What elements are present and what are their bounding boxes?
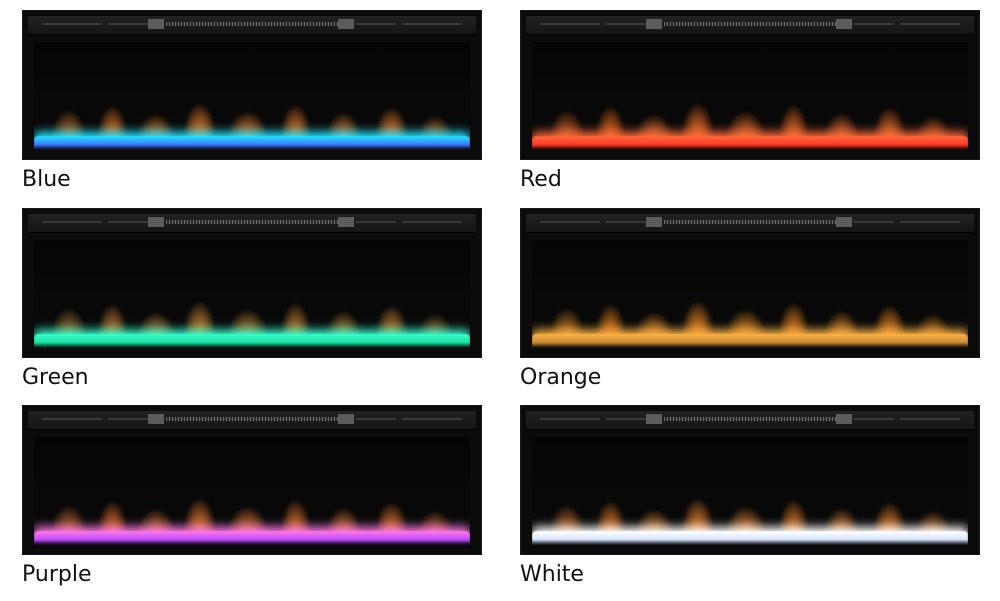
vent-grille [166,417,338,421]
ember-bed [34,531,470,545]
fireplace-tile-white: White [520,405,980,595]
color-caption: Red [520,167,562,192]
flames [34,84,470,142]
fireplace-image [520,208,980,358]
fireplace-image [520,10,980,160]
fireplace-tile-orange: Orange [520,208,980,398]
color-caption: Orange [520,365,602,390]
firebox [34,42,470,150]
fireplace-tile-red: Red [520,10,980,200]
fireplace-top-trim [526,214,974,233]
flames [34,479,470,537]
ember-bed [34,334,470,348]
firebox [34,240,470,348]
color-caption: Green [22,365,89,390]
vent-grille [166,220,338,224]
color-caption: Purple [22,562,92,587]
fireplace-top-trim [526,411,974,430]
ember-bed [532,334,968,348]
ember-bed [532,136,968,150]
vent-grille [664,220,836,224]
vent-grille [664,22,836,26]
fireplace-top-trim [28,16,476,35]
flames [34,282,470,340]
firebox [34,437,470,545]
fireplace-image [22,405,482,555]
color-caption: Blue [22,167,71,192]
flames [532,479,968,537]
firebox [532,42,968,150]
fireplace-image [520,405,980,555]
ember-bed [532,531,968,545]
ember-bed [34,136,470,150]
fireplace-top-trim [28,214,476,233]
fireplace-image [22,208,482,358]
flames [532,84,968,142]
fireplace-top-trim [28,411,476,430]
fireplace-top-trim [526,16,974,35]
firebox [532,437,968,545]
firebox [532,240,968,348]
vent-grille [166,22,338,26]
color-caption: White [520,562,584,587]
fireplace-tile-green: Green [22,208,482,398]
fireplace-tile-purple: Purple [22,405,482,595]
vent-grille [664,417,836,421]
fireplace-tile-blue: Blue [22,10,482,200]
fireplace-image [22,10,482,160]
flames [532,282,968,340]
